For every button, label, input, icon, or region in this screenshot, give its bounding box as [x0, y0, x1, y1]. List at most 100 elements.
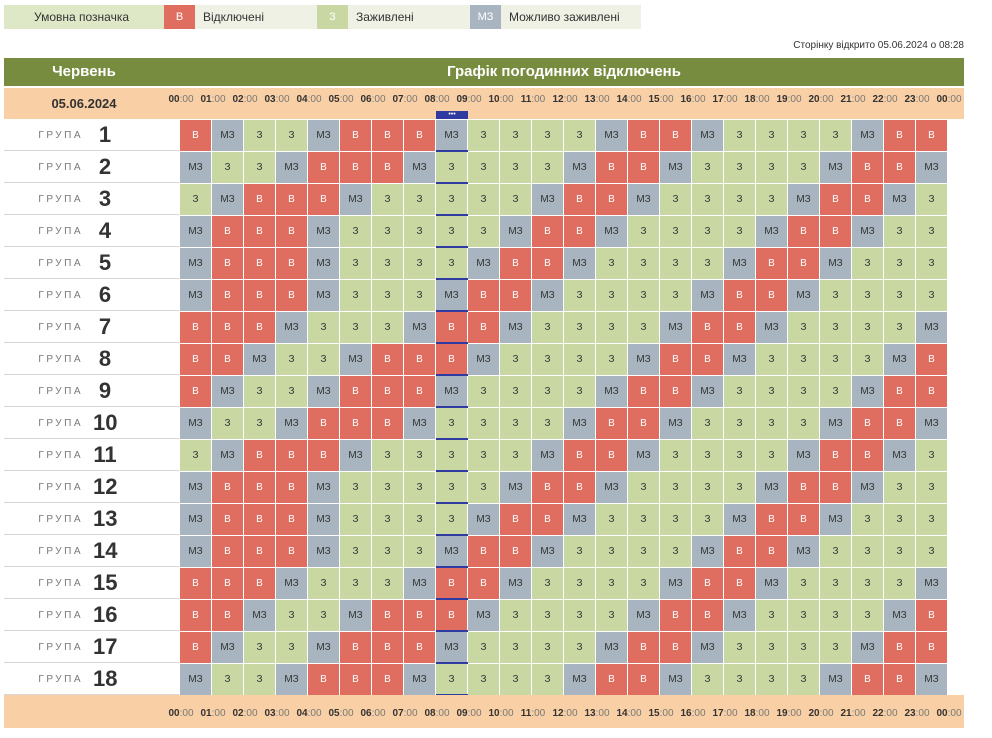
minute-label: :00	[915, 94, 930, 105]
minute-label: :00	[819, 94, 834, 105]
schedule-cell: В	[724, 280, 756, 312]
schedule-cell: МЗ	[500, 472, 532, 504]
schedule-cell: З	[244, 152, 276, 184]
group-number: 3	[98, 186, 112, 211]
schedule-cell: З	[468, 472, 500, 504]
schedule-cell: З	[468, 152, 500, 184]
schedule-cell: З	[852, 568, 884, 600]
schedule-cell: МЗ	[308, 248, 340, 280]
schedule-cell: З	[628, 216, 660, 248]
schedule-cell: В	[884, 376, 916, 408]
top-hour-tick: 19:00	[773, 94, 805, 105]
schedule-cell: В	[628, 632, 660, 664]
hour-label: 08	[424, 708, 436, 719]
schedule-cell: В	[276, 248, 308, 280]
group-word: ГРУПА	[38, 289, 83, 301]
group-word: ГРУПА	[38, 321, 83, 333]
schedule-cell: З	[916, 216, 948, 248]
schedule-cell: МЗ	[308, 120, 340, 152]
hour-label: 11	[520, 94, 532, 105]
hour-label: 08	[424, 94, 436, 105]
minute-label: :00	[435, 94, 450, 105]
schedule-cell: МЗ	[404, 408, 436, 440]
schedule-cell: З	[532, 664, 564, 696]
schedule-cell: В	[308, 440, 340, 472]
schedule-cell: З	[564, 120, 596, 152]
schedule-cell: З	[916, 280, 948, 312]
schedule-cell: МЗ	[500, 312, 532, 344]
schedule-header: Червень Графік погодинних відключень	[4, 58, 964, 86]
schedule-cell: В	[404, 344, 436, 376]
group-number: 6	[98, 282, 112, 307]
group-label: ГРУПА 3	[4, 184, 179, 215]
hour-label: 21	[840, 708, 852, 719]
group-word: ГРУПА	[38, 353, 83, 365]
minute-label: :00	[179, 94, 194, 105]
schedule-cell: З	[276, 632, 308, 664]
schedule-cell: В	[244, 504, 276, 536]
schedule-cell: МЗ	[308, 216, 340, 248]
schedule-cell: В	[660, 376, 692, 408]
schedule-cell: В	[884, 152, 916, 184]
schedule-cell: З	[308, 568, 340, 600]
schedule-cell: МЗ	[820, 152, 852, 184]
schedule-cell: З	[436, 248, 468, 280]
schedule-cell: В	[724, 536, 756, 568]
hour-label: 21	[840, 94, 852, 105]
schedule-cell: З	[404, 184, 436, 216]
schedule-cell: МЗ	[436, 536, 468, 568]
schedule-cell: МЗ	[180, 280, 212, 312]
schedule-cell: МЗ	[596, 120, 628, 152]
top-hour-tick: 03:00	[261, 94, 293, 105]
hour-label: 13	[584, 708, 596, 719]
schedule-cell: МЗ	[596, 472, 628, 504]
schedule-cell: З	[788, 312, 820, 344]
schedule-cell: З	[372, 568, 404, 600]
schedule-cell: З	[244, 376, 276, 408]
schedule-cell: В	[244, 184, 276, 216]
hour-label: 02	[232, 94, 244, 105]
minute-label: :00	[307, 708, 322, 719]
minute-label: :00	[883, 94, 898, 105]
schedule-cell: В	[212, 344, 244, 376]
schedule-cell: МЗ	[180, 408, 212, 440]
bottom-hour-tick: 14:00	[613, 708, 645, 719]
current-hour-line	[436, 534, 468, 536]
schedule-cell: В	[660, 600, 692, 632]
schedule-cell: З	[436, 664, 468, 696]
schedule-cell: З	[564, 568, 596, 600]
group-number: 18	[93, 666, 118, 691]
schedule-cell: З	[532, 152, 564, 184]
schedule-cell: В	[852, 664, 884, 696]
schedule-cell: МЗ	[180, 536, 212, 568]
minute-label: :00	[467, 94, 482, 105]
schedule-cell: В	[308, 152, 340, 184]
schedule-cell: В	[596, 440, 628, 472]
hour-label: 16	[680, 708, 692, 719]
schedule-cell: З	[308, 600, 340, 632]
minute-label: :00	[851, 94, 866, 105]
schedule-cell: З	[500, 600, 532, 632]
schedule-cell: З	[756, 376, 788, 408]
group-number: 5	[98, 250, 112, 275]
minute-label: :00	[595, 94, 610, 105]
schedule-cell: З	[596, 536, 628, 568]
group-number: 12	[93, 474, 118, 499]
schedule-cell: В	[564, 440, 596, 472]
schedule-cell: В	[532, 216, 564, 248]
schedule-cell: МЗ	[564, 408, 596, 440]
schedule-cell: МЗ	[500, 216, 532, 248]
bottom-hour-tick: 01:00	[197, 708, 229, 719]
bottom-hour-tick: 11:00	[517, 708, 549, 719]
minute-label: :00	[467, 708, 482, 719]
minute-label: :00	[499, 94, 514, 105]
group-word: ГРУПА	[38, 673, 83, 685]
group-number: 14	[93, 538, 118, 563]
schedule-cell: З	[724, 408, 756, 440]
schedule-cell: В	[212, 312, 244, 344]
schedule-cell: З	[436, 504, 468, 536]
schedule-cell: З	[692, 440, 724, 472]
schedule-cell: В	[340, 152, 372, 184]
hour-label: 17	[712, 94, 724, 105]
schedule-cell: МЗ	[628, 600, 660, 632]
